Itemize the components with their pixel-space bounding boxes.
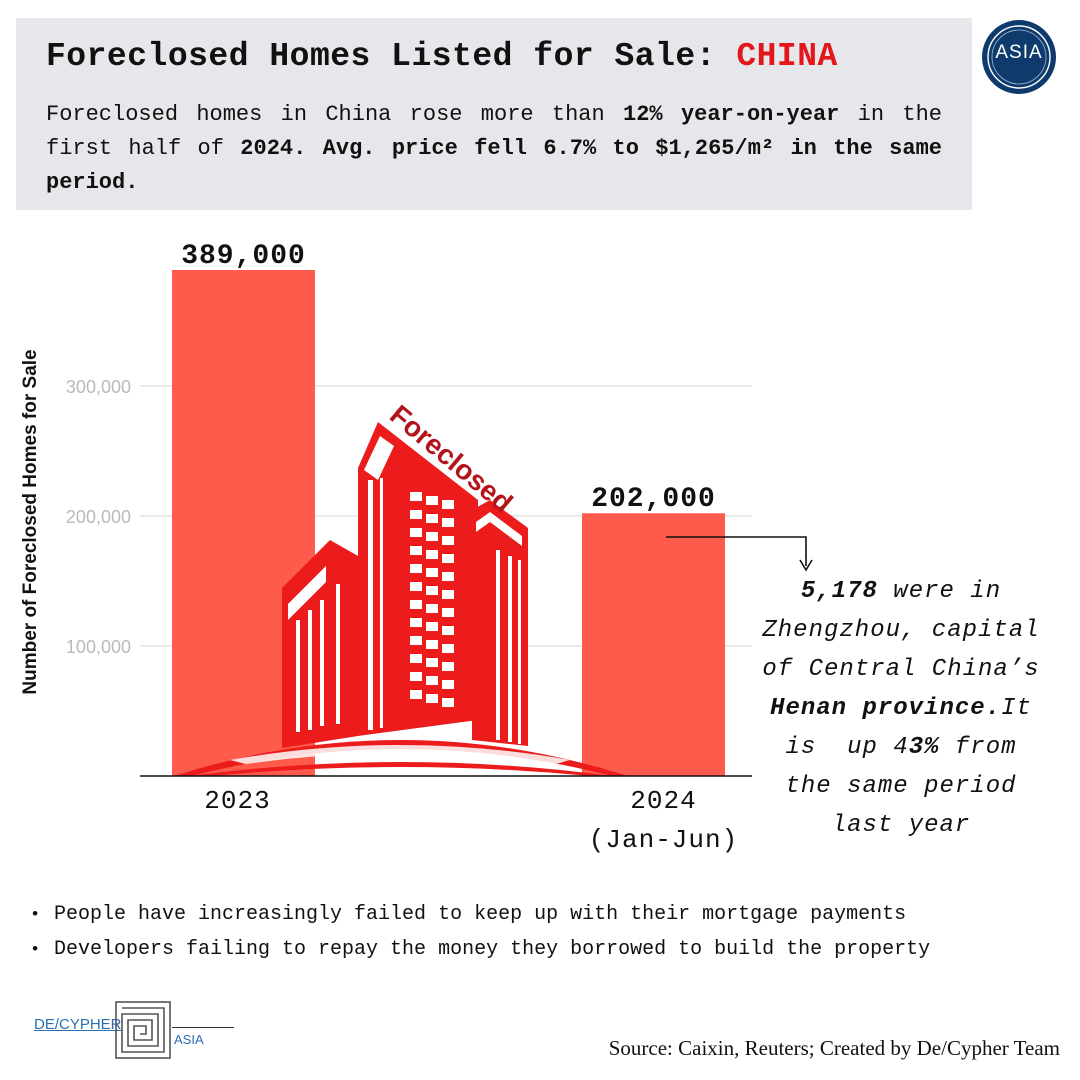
annotation-run: last year [831, 812, 971, 839]
annotation-line: is up 43% from [740, 728, 1062, 767]
window-tile [410, 636, 422, 645]
window-tile [442, 590, 454, 599]
y-axis-title: Number of Foreclosed Homes for Sale [20, 349, 41, 694]
window-tile [426, 622, 438, 631]
subtitle: Foreclosed homes in China rose more than… [46, 98, 942, 200]
brand-sub: ASIA [174, 1032, 204, 1047]
annotation-run: Henan province. [770, 695, 1002, 722]
window-tile [426, 568, 438, 577]
subtitle-run: Foreclosed homes in China rose more than [46, 102, 624, 127]
window-tile [410, 564, 422, 573]
window-tile [426, 640, 438, 649]
x-tick-label: (Jan-Jun) [589, 825, 738, 855]
annotation-run: of Central China’s [762, 656, 1040, 683]
bar-2024 [582, 513, 725, 776]
window-tile [442, 554, 454, 563]
window-tile [410, 654, 422, 663]
window-tile [442, 500, 454, 509]
window-tile [426, 604, 438, 613]
annotation-run: 5,178 [800, 578, 878, 605]
axis-labels: 100,000 200,000 300,000 Number of Foreclose… [20, 241, 752, 855]
subtitle-run: 2024. Avg. price fell 6.7% to $1,265/m² … [46, 136, 942, 195]
window-tile [410, 510, 422, 519]
window-tile [426, 514, 438, 523]
header-panel: Foreclosed Homes Listed for Sale: CHINA … [16, 18, 972, 210]
window-tile [426, 658, 438, 667]
annotation-line: the same period [740, 767, 1062, 806]
window-tile [442, 680, 454, 689]
logo-text: ASIA [995, 42, 1043, 63]
bullet-item: Developers failing to repay the money th… [30, 933, 930, 968]
window-tile [410, 618, 422, 627]
annotation-line: Henan province.It [740, 689, 1062, 728]
window-tile [442, 536, 454, 545]
window-tile [410, 528, 422, 537]
annotation-run: 3% [908, 734, 940, 761]
brand-logo: DE/CYPHER ASIA [34, 1000, 244, 1062]
x-tick-label: 2023 [204, 786, 270, 816]
window-tile [426, 694, 438, 703]
logo-ring-icon [987, 25, 1051, 89]
window-tile [426, 496, 438, 505]
window-tile [442, 698, 454, 707]
annotation-line: 5,178 were in [740, 572, 1062, 611]
window-tile [410, 690, 422, 699]
brand-rule [172, 1027, 234, 1028]
title-accent: CHINA [736, 38, 838, 75]
bullet-item: People have increasingly failed to keep … [30, 898, 930, 933]
y-tick-label: 200,000 [66, 507, 131, 527]
window-tile [410, 492, 422, 501]
title-main: Foreclosed Homes Listed for Sale: [46, 38, 737, 75]
window-tile [410, 546, 422, 555]
window-tile [442, 644, 454, 653]
annotation-line: last year [740, 806, 1062, 845]
annotation-line: Zhengzhou, capital [740, 611, 1062, 650]
window-tile [442, 626, 454, 635]
window-tile [410, 672, 422, 681]
bar-value-label: 202,000 [591, 484, 716, 515]
annotation-line: of Central China’s [740, 650, 1062, 689]
x-tick-label: 2024 [630, 786, 696, 816]
window-tile [410, 582, 422, 591]
y-tick-label: 100,000 [66, 637, 131, 657]
brand-name: DE/CYPHER [34, 1016, 122, 1033]
bullet-list: People have increasingly failed to keep … [30, 898, 930, 968]
annotation-run: It [1001, 695, 1032, 722]
annotation-run: from [939, 734, 1017, 761]
subtitle-run: in the first half of [46, 102, 942, 161]
subtitle-run: 12% year-on-year [623, 102, 840, 127]
annotation-text: 5,178 were in Zhengzhou, capital of Centra… [740, 572, 1062, 845]
window-tile [442, 662, 454, 671]
page-title: Foreclosed Homes Listed for Sale: CHINA [46, 38, 838, 75]
window-tile [426, 532, 438, 541]
annotation-run: were in [877, 578, 1002, 605]
window-tile [410, 600, 422, 609]
window-tile [426, 586, 438, 595]
annotation-run: Zhengzhou, capital [762, 617, 1040, 644]
bar-value-label: 389,000 [181, 241, 306, 272]
window-tile [442, 518, 454, 527]
window-tile [442, 572, 454, 581]
annotation-pointer [666, 536, 813, 572]
window-tile [426, 676, 438, 685]
y-tick-label: 300,000 [66, 377, 131, 397]
source-note: Source: Caixin, Reuters; Created by De/C… [608, 1036, 1060, 1060]
asia-logo: ASIA [982, 20, 1056, 94]
window-tile [426, 550, 438, 559]
annotation-run: the same period [785, 773, 1017, 800]
maze-icon [115, 1001, 171, 1059]
annotation-run: is up 4 [785, 734, 909, 761]
window-tile [442, 608, 454, 617]
